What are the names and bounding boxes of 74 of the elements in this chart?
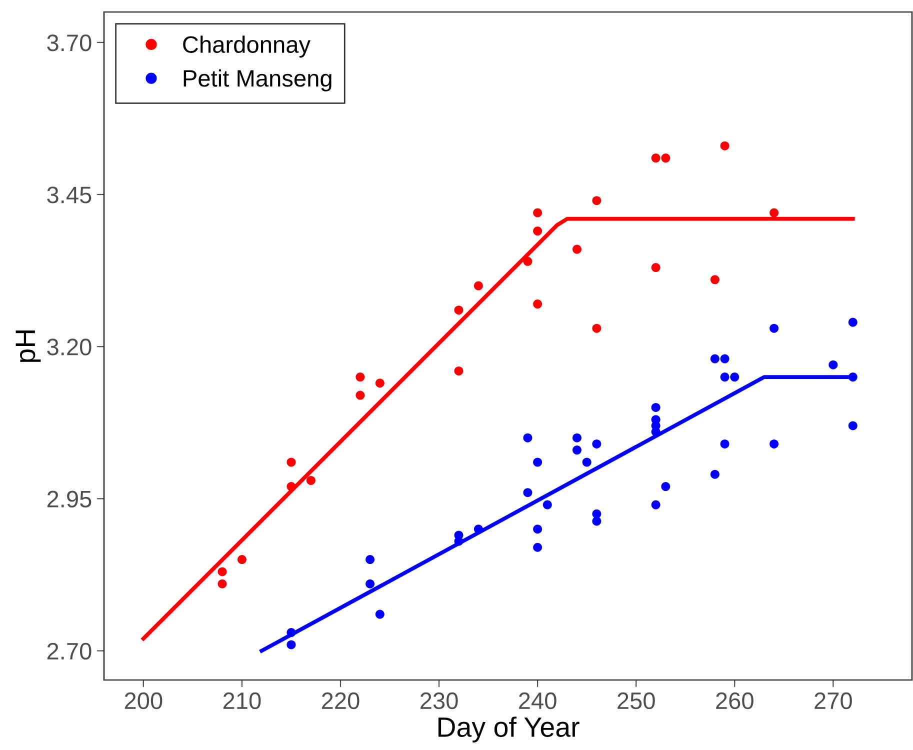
y-tick-label: 3.70 xyxy=(47,34,92,52)
point xyxy=(286,458,296,467)
point xyxy=(523,433,532,442)
point xyxy=(366,579,375,588)
y-tick-label: 2.95 xyxy=(47,490,92,508)
point xyxy=(375,378,384,388)
y-tick-label: 3.20 xyxy=(47,338,92,356)
point xyxy=(474,281,483,290)
point xyxy=(366,555,375,564)
point xyxy=(661,482,670,492)
point xyxy=(533,524,542,534)
point xyxy=(720,439,730,448)
point xyxy=(533,542,542,552)
point xyxy=(533,208,542,218)
x-tick-label: 210 xyxy=(223,692,261,710)
point xyxy=(542,500,552,510)
point xyxy=(533,226,542,236)
point xyxy=(592,324,602,333)
point xyxy=(651,154,660,163)
point xyxy=(286,640,296,650)
point xyxy=(651,500,660,510)
point xyxy=(848,318,858,327)
point xyxy=(454,306,464,315)
point xyxy=(730,372,740,382)
point xyxy=(356,372,365,382)
point xyxy=(651,263,660,272)
point xyxy=(286,628,296,638)
point xyxy=(572,446,582,455)
legend-label: Chardonnay xyxy=(183,36,311,58)
point xyxy=(848,372,858,382)
legend-label: Petit Manseng xyxy=(184,69,332,92)
point xyxy=(533,458,542,467)
x-tick-label: 260 xyxy=(716,692,754,710)
point xyxy=(572,433,582,442)
point xyxy=(306,476,316,485)
y-tick-label: 2.70 xyxy=(47,642,92,660)
x-tick-label: 270 xyxy=(814,692,852,710)
point xyxy=(720,372,730,382)
point xyxy=(523,256,532,266)
point xyxy=(720,354,730,364)
point xyxy=(770,324,779,333)
point xyxy=(770,439,779,448)
point xyxy=(710,354,720,364)
point xyxy=(523,488,532,498)
x-tick-label: 250 xyxy=(618,692,655,710)
point xyxy=(720,141,730,150)
point xyxy=(218,579,227,588)
point xyxy=(651,402,660,412)
point xyxy=(454,366,464,376)
point xyxy=(848,421,858,430)
x-axis-title: Day of Year xyxy=(438,716,580,742)
x-tick-label: 240 xyxy=(519,692,556,710)
point xyxy=(770,208,779,218)
point xyxy=(592,439,602,448)
y-tick-label: 3.45 xyxy=(47,186,92,204)
point xyxy=(592,196,602,206)
point xyxy=(533,300,542,309)
point xyxy=(828,360,838,370)
point xyxy=(661,154,670,163)
point xyxy=(375,610,384,619)
point xyxy=(286,482,296,492)
point xyxy=(218,567,227,576)
point xyxy=(572,244,582,254)
point xyxy=(710,275,720,284)
point xyxy=(237,555,246,564)
point xyxy=(592,516,602,526)
point xyxy=(592,509,602,518)
point xyxy=(582,458,592,467)
point xyxy=(356,390,365,400)
point xyxy=(710,470,720,479)
x-tick-label: 230 xyxy=(420,692,458,710)
x-tick-label: 200 xyxy=(124,692,162,710)
x-tick-label: 220 xyxy=(322,692,360,710)
y-axis-title: pH xyxy=(16,330,41,362)
